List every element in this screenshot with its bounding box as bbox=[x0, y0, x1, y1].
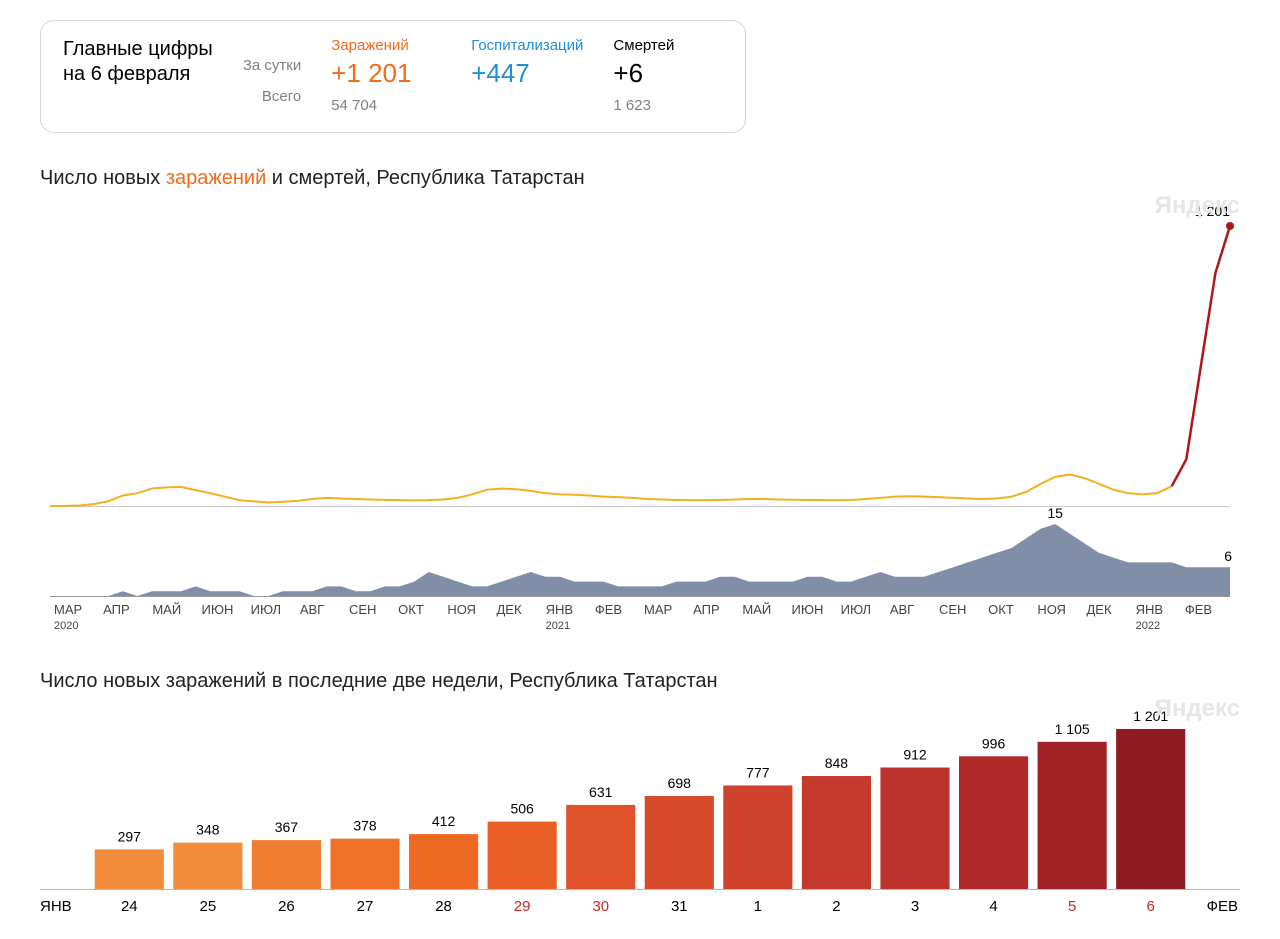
svg-text:ЯНВ: ЯНВ bbox=[40, 898, 72, 915]
card-row-labels: За сутки Всего bbox=[243, 37, 301, 105]
svg-text:НОЯ: НОЯ bbox=[447, 602, 476, 617]
svg-text:ФЕВ: ФЕВ bbox=[595, 602, 622, 617]
svg-text:ИЮН: ИЮН bbox=[792, 602, 824, 617]
deaths-total: 1 623 bbox=[613, 97, 723, 114]
bar-chart-wrap: Яндекс 297243482536726378274122850629631… bbox=[40, 699, 1240, 919]
svg-text:ДЕК: ДЕК bbox=[1087, 602, 1112, 617]
deaths-hdr: Смертей bbox=[613, 37, 723, 54]
hospital-hdr: Госпитализаций bbox=[471, 37, 583, 54]
svg-text:31: 31 bbox=[671, 898, 688, 915]
infections-daily: +1 201 bbox=[331, 58, 441, 89]
title-pre: Число новых bbox=[40, 167, 166, 189]
svg-text:ИЮЛ: ИЮЛ bbox=[251, 602, 281, 617]
svg-text:ФЕВ: ФЕВ bbox=[1207, 898, 1238, 915]
summary-card: Главные цифры на 6 февраля За сутки Всег… bbox=[40, 20, 746, 133]
card-title-l1: Главные цифры bbox=[63, 37, 213, 62]
svg-text:ФЕВ: ФЕВ bbox=[1185, 602, 1212, 617]
svg-text:2022: 2022 bbox=[1136, 620, 1160, 632]
infections-hdr: Заражений bbox=[331, 37, 441, 54]
svg-text:5: 5 bbox=[1068, 898, 1076, 915]
watermark: Яндекс bbox=[1155, 192, 1240, 220]
svg-text:АПР: АПР bbox=[693, 602, 720, 617]
svg-text:631: 631 bbox=[589, 784, 613, 800]
infections-total: 54 704 bbox=[331, 97, 441, 114]
svg-text:ЯНВ: ЯНВ bbox=[1136, 602, 1163, 617]
svg-text:15: 15 bbox=[1047, 505, 1063, 521]
svg-text:996: 996 bbox=[982, 735, 1006, 751]
svg-text:348: 348 bbox=[196, 822, 220, 838]
watermark-2: Яндекс bbox=[1155, 695, 1240, 723]
svg-text:30: 30 bbox=[592, 898, 609, 915]
line-chart-title: Число новых заражений и смертей, Республ… bbox=[40, 167, 1240, 190]
svg-text:ЯНВ: ЯНВ bbox=[546, 602, 573, 617]
line-chart: 1 201156МАРАПРМАЙИЮНИЮЛАВГСЕНОКТНОЯДЕКЯН… bbox=[40, 196, 1240, 636]
svg-text:2020: 2020 bbox=[54, 620, 78, 632]
svg-text:848: 848 bbox=[825, 755, 849, 771]
svg-text:698: 698 bbox=[668, 775, 692, 791]
svg-text:СЕН: СЕН bbox=[939, 602, 966, 617]
svg-text:27: 27 bbox=[357, 898, 374, 915]
line-chart-wrap: Яндекс 1 201156МАРАПРМАЙИЮНИЮЛАВГСЕНОКТН… bbox=[40, 196, 1240, 636]
svg-text:МАЙ: МАЙ bbox=[742, 602, 771, 617]
svg-text:912: 912 bbox=[903, 747, 927, 763]
hospital-daily: +447 bbox=[471, 58, 583, 89]
svg-text:МАР: МАР bbox=[54, 602, 82, 617]
row-total-label: Всего bbox=[243, 88, 301, 105]
stat-hospital: Госпитализаций +447 bbox=[471, 37, 583, 97]
stat-infections: Заражений +1 201 54 704 bbox=[331, 37, 441, 114]
card-title: Главные цифры на 6 февраля bbox=[63, 37, 213, 87]
svg-text:МАЙ: МАЙ bbox=[152, 602, 181, 617]
svg-text:ОКТ: ОКТ bbox=[988, 602, 1014, 617]
svg-text:777: 777 bbox=[746, 764, 770, 780]
svg-text:6: 6 bbox=[1224, 548, 1232, 564]
svg-text:3: 3 bbox=[911, 898, 919, 915]
svg-text:29: 29 bbox=[514, 898, 531, 915]
svg-text:378: 378 bbox=[353, 818, 377, 834]
svg-text:МАР: МАР bbox=[644, 602, 672, 617]
row-daily-label: За сутки bbox=[243, 57, 301, 74]
svg-text:367: 367 bbox=[275, 819, 299, 835]
svg-text:ИЮЛ: ИЮЛ bbox=[841, 602, 871, 617]
svg-text:2: 2 bbox=[832, 898, 840, 915]
svg-text:ИЮН: ИЮН bbox=[202, 602, 234, 617]
bar-chart: 2972434825367263782741228506296313069831… bbox=[40, 699, 1240, 919]
svg-text:ДЕК: ДЕК bbox=[497, 602, 522, 617]
svg-text:4: 4 bbox=[989, 898, 997, 915]
title-orange: заражений bbox=[166, 167, 266, 189]
deaths-daily: +6 bbox=[613, 58, 723, 89]
svg-text:26: 26 bbox=[278, 898, 295, 915]
svg-text:ОКТ: ОКТ bbox=[398, 602, 424, 617]
svg-text:2021: 2021 bbox=[546, 620, 570, 632]
svg-text:1 105: 1 105 bbox=[1055, 721, 1090, 737]
svg-text:АПР: АПР bbox=[103, 602, 130, 617]
svg-text:297: 297 bbox=[118, 828, 142, 844]
svg-text:412: 412 bbox=[432, 813, 456, 829]
card-title-l2: на 6 февраля bbox=[63, 62, 213, 87]
svg-text:24: 24 bbox=[121, 898, 138, 915]
svg-text:28: 28 bbox=[435, 898, 452, 915]
svg-text:1: 1 bbox=[754, 898, 762, 915]
svg-text:СЕН: СЕН bbox=[349, 602, 376, 617]
title-post: и смертей, Республика Татарстан bbox=[266, 167, 584, 189]
svg-text:6: 6 bbox=[1147, 898, 1155, 915]
stat-deaths: Смертей +6 1 623 bbox=[613, 37, 723, 114]
svg-text:АВГ: АВГ bbox=[890, 602, 914, 617]
svg-text:НОЯ: НОЯ bbox=[1037, 602, 1066, 617]
svg-text:АВГ: АВГ bbox=[300, 602, 324, 617]
svg-text:25: 25 bbox=[200, 898, 217, 915]
svg-text:506: 506 bbox=[510, 801, 534, 817]
bar-chart-title: Число новых заражений в последние две не… bbox=[40, 670, 1240, 693]
